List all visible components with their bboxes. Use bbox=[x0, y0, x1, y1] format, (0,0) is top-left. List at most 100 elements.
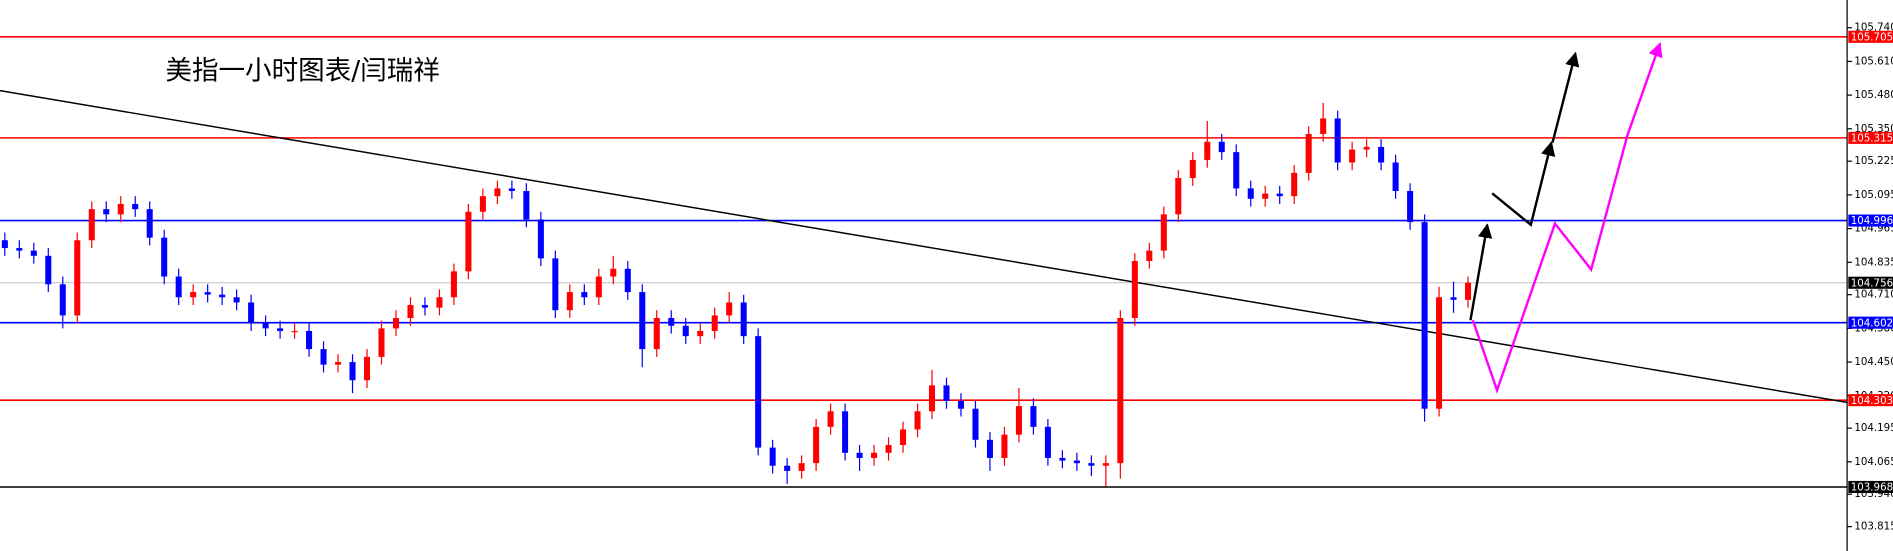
candle-body bbox=[740, 302, 747, 337]
candle-body bbox=[436, 297, 443, 308]
candle-body bbox=[871, 452, 878, 458]
trend-line bbox=[0, 89, 1848, 404]
candle-body bbox=[1378, 146, 1385, 163]
candle-body bbox=[349, 362, 356, 381]
candle-body bbox=[59, 284, 66, 316]
y-tick-label: 105.480 bbox=[1854, 89, 1893, 101]
candle-body bbox=[885, 444, 892, 453]
candle-body bbox=[1436, 297, 1443, 409]
candle-body bbox=[711, 315, 718, 331]
price-label: 104.996 bbox=[1851, 215, 1893, 227]
candle-body bbox=[552, 258, 559, 311]
arrow bbox=[1469, 223, 1493, 321]
candle-body bbox=[494, 188, 501, 197]
candle-body bbox=[1392, 162, 1399, 192]
candle-body bbox=[827, 411, 834, 427]
candle-body bbox=[813, 426, 820, 464]
price-label-box bbox=[1848, 131, 1893, 144]
candle-body bbox=[363, 356, 371, 381]
price-label-box bbox=[1848, 394, 1893, 407]
arrow bbox=[1471, 42, 1663, 394]
arrow bbox=[1551, 51, 1580, 143]
candle-body bbox=[306, 330, 313, 350]
candle-body bbox=[639, 292, 646, 350]
candle-body bbox=[798, 463, 805, 471]
price-label-box bbox=[1848, 214, 1893, 227]
price-label-box bbox=[1848, 316, 1893, 329]
candle-body bbox=[1305, 133, 1312, 173]
candle-body bbox=[986, 439, 993, 458]
candle-body bbox=[378, 328, 385, 357]
candle-body bbox=[146, 209, 153, 238]
axis-ticks: 105.740 105.610 105.480 105.350 105.225 105.0… bbox=[1847, 22, 1893, 533]
y-tick-label: 104.835 bbox=[1854, 256, 1893, 268]
candle-body bbox=[219, 294, 226, 298]
candle-body bbox=[566, 292, 573, 311]
price-label: 103.968 bbox=[1851, 482, 1893, 494]
candle-body bbox=[233, 297, 240, 303]
price-label: 105.315 bbox=[1851, 132, 1893, 144]
candle-body bbox=[1465, 282, 1472, 300]
candle-body bbox=[1218, 141, 1225, 153]
candle-body bbox=[1030, 406, 1037, 427]
price-label: 104.756 bbox=[1851, 277, 1893, 289]
price-label: 104.303 bbox=[1851, 395, 1893, 407]
y-tick-label: 105.095 bbox=[1854, 189, 1893, 201]
candle-body bbox=[1349, 149, 1356, 163]
candle-body bbox=[957, 400, 965, 409]
candle-body bbox=[610, 268, 617, 277]
candle-body bbox=[755, 336, 762, 448]
candle-body bbox=[262, 323, 269, 329]
candle-body bbox=[624, 268, 631, 293]
candle-body bbox=[1001, 434, 1008, 458]
candle-body bbox=[103, 209, 110, 215]
candle-body bbox=[407, 305, 414, 319]
candle-body bbox=[1276, 193, 1283, 197]
candle-body bbox=[1131, 260, 1138, 319]
candle-body bbox=[1262, 193, 1269, 199]
price-label-box bbox=[1848, 480, 1893, 494]
candle-body bbox=[161, 237, 168, 277]
candle-body bbox=[421, 305, 428, 308]
candle-body bbox=[668, 318, 675, 326]
candle-body bbox=[45, 255, 52, 285]
candle-body bbox=[1247, 188, 1254, 199]
y-tick-label: 104.710 bbox=[1854, 289, 1893, 301]
candle-body bbox=[1450, 297, 1457, 300]
chart-title: 美指一小时图表/闫瑞祥 bbox=[165, 56, 439, 87]
price-label: 105.705 bbox=[1851, 31, 1893, 43]
candle-body bbox=[248, 302, 255, 324]
y-tick-label: 105.610 bbox=[1854, 55, 1893, 67]
candle-body bbox=[726, 302, 733, 316]
candle-body bbox=[581, 292, 588, 298]
candle-body bbox=[1334, 118, 1341, 163]
candle-body bbox=[856, 452, 863, 458]
candle-body bbox=[769, 447, 776, 466]
candle-body bbox=[1189, 159, 1196, 179]
levels bbox=[0, 36, 1848, 488]
candle-body bbox=[508, 188, 515, 192]
candle-body bbox=[74, 240, 81, 316]
candle-body bbox=[16, 248, 23, 251]
candle-body bbox=[595, 276, 602, 298]
candle-body bbox=[1175, 178, 1182, 215]
candle-body bbox=[1015, 406, 1022, 435]
candle-body bbox=[1233, 152, 1240, 189]
candle-body bbox=[450, 271, 457, 298]
price-label: 104.602 bbox=[1851, 317, 1893, 329]
candle-body bbox=[943, 385, 950, 401]
candle-body bbox=[175, 276, 182, 298]
candle-body bbox=[204, 292, 211, 295]
y-tick-label: 105.740 bbox=[1854, 22, 1893, 34]
candle-body bbox=[653, 318, 660, 350]
y-tick-label: 103.815 bbox=[1854, 521, 1893, 533]
candle-body bbox=[117, 203, 124, 215]
candle-body bbox=[537, 219, 544, 259]
candle-body bbox=[1421, 222, 1428, 409]
y-tick-label: 105.350 bbox=[1854, 123, 1893, 135]
candle-body bbox=[1160, 214, 1167, 251]
forecast-arrows bbox=[1469, 42, 1663, 394]
candle-body bbox=[784, 465, 791, 471]
